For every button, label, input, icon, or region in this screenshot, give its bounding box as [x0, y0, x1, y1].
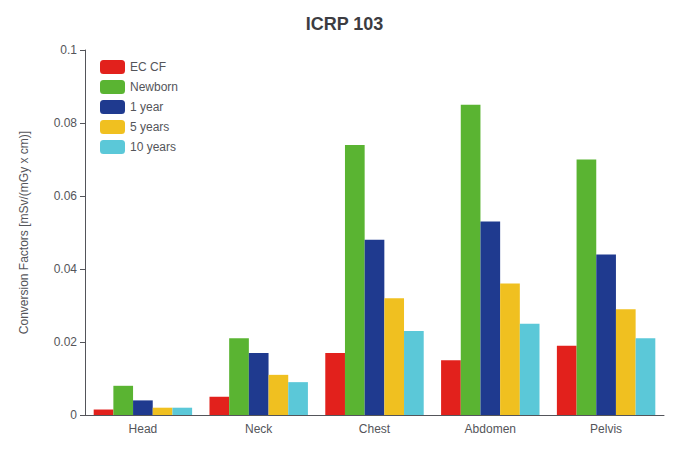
svg-text:ICRP 103: ICRP 103: [306, 14, 384, 34]
svg-text:Chest: Chest: [359, 422, 391, 436]
svg-text:Conversion Factors [mSv/(mGy x: Conversion Factors [mSv/(mGy x cm)]: [17, 131, 31, 334]
svg-text:0.1: 0.1: [60, 43, 77, 57]
svg-text:0.08: 0.08: [54, 116, 78, 130]
svg-text:EC CF: EC CF: [130, 60, 166, 74]
svg-text:Head: Head: [129, 422, 158, 436]
svg-text:Newborn: Newborn: [130, 80, 178, 94]
svg-text:0: 0: [70, 408, 77, 422]
svg-text:0.06: 0.06: [54, 189, 78, 203]
svg-text:Neck: Neck: [245, 422, 273, 436]
svg-text:Pelvis: Pelvis: [590, 422, 622, 436]
svg-text:Abdomen: Abdomen: [465, 422, 516, 436]
svg-text:10 years: 10 years: [130, 140, 176, 154]
svg-text:0.04: 0.04: [54, 262, 78, 276]
svg-text:1 year: 1 year: [130, 100, 163, 114]
svg-text:5 years: 5 years: [130, 120, 169, 134]
svg-text:0.02: 0.02: [54, 335, 78, 349]
